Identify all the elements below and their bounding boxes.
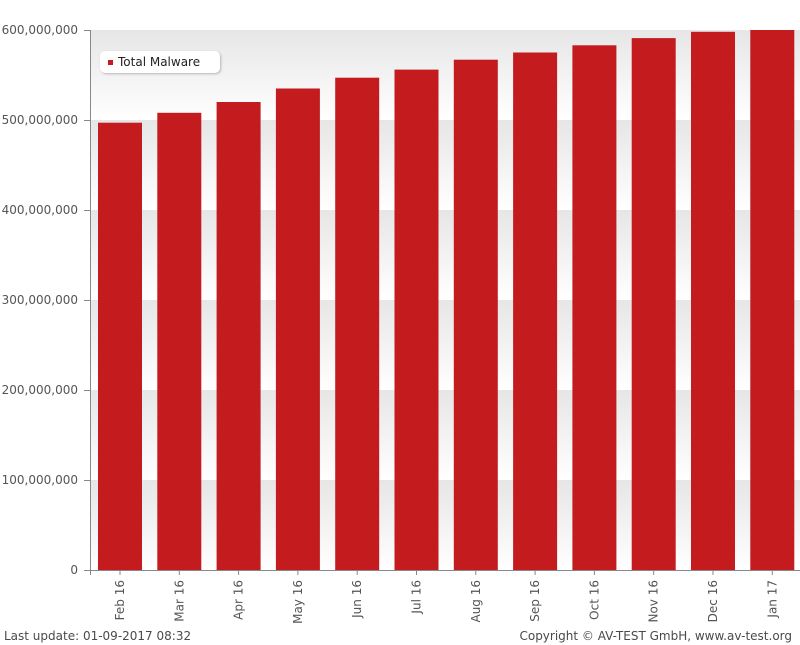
x-axis-ticks: Feb 16 Mar 16 Apr 16 May 16 Jun 16 Jul 16 Aug …	[113, 570, 779, 624]
y-tick-label: 300,000,000	[2, 293, 78, 307]
x-tick-label: Oct 16	[587, 580, 601, 620]
bar-nov-16	[631, 38, 676, 571]
grid-band	[91, 210, 800, 300]
bar-may-16	[275, 88, 320, 570]
y-tick-label: 100,000,000	[2, 473, 78, 487]
bar-feb-16	[98, 122, 142, 570]
grid-bands	[91, 30, 800, 570]
x-tick-label: Nov 16	[647, 580, 661, 623]
bar-jan-17	[750, 30, 795, 570]
grid-band	[91, 30, 800, 120]
y-tick-label: 600,000,000	[2, 23, 78, 37]
grid-band	[91, 120, 800, 210]
x-tick-label: Jul 16	[410, 580, 424, 615]
bar-dec-16	[691, 31, 735, 571]
y-axis-ticks: 0 100,000,000 200,000,000 300,000,000 400,00…	[2, 23, 90, 577]
x-tick-label: Aug 16	[469, 580, 483, 623]
legend-swatch	[108, 60, 113, 65]
x-tick-label: Apr 16	[232, 580, 246, 620]
y-tick-label: 500,000,000	[2, 113, 78, 127]
grid-band	[91, 300, 800, 390]
x-tick-label: Jan 17	[765, 580, 779, 619]
x-tick-label: Jun 16	[350, 580, 364, 619]
x-tick-label: Mar 16	[172, 580, 186, 622]
grid-band	[91, 390, 800, 480]
copyright-text: Copyright © AV-TEST GmbH, www.av-test.or…	[519, 629, 792, 643]
x-tick-label: Sep 16	[528, 580, 542, 622]
bar-mar-16	[157, 112, 202, 571]
y-tick-label: 200,000,000	[2, 383, 78, 397]
legend: Total Malware	[100, 51, 220, 73]
bar-jul-16	[394, 69, 439, 570]
x-tick-label: Dec 16	[706, 580, 720, 622]
x-tick-label: May 16	[291, 580, 305, 624]
bar-apr-16	[216, 102, 261, 570]
bars	[98, 30, 795, 571]
bar-jun-16	[335, 77, 380, 570]
last-update-text: Last update: 01-09-2017 08:32	[4, 629, 192, 643]
legend-label: Total Malware	[118, 55, 201, 69]
x-tick-label: Feb 16	[113, 580, 127, 620]
bar-oct-16	[572, 45, 617, 571]
bar-sep-16	[513, 52, 558, 570]
bar-aug-16	[453, 59, 498, 570]
y-tick-label: 400,000,000	[2, 203, 78, 217]
grid-band	[91, 480, 800, 570]
y-tick-label: 0	[70, 563, 78, 577]
